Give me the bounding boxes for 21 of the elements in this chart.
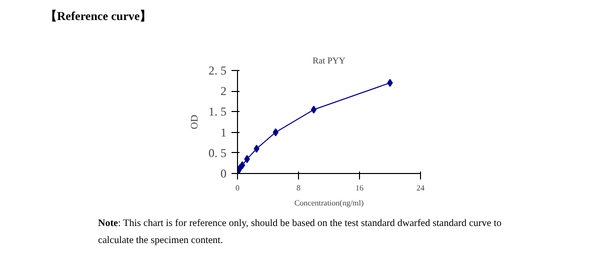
point (239, 161, 246, 170)
y-axis-title: OD (190, 114, 200, 130)
point (387, 78, 393, 87)
y-tick-label: 0. 5 (208, 146, 226, 160)
point (310, 106, 317, 114)
y-tick-label: 2 (220, 84, 226, 98)
point (244, 155, 250, 164)
x-tick-label: 16 (356, 184, 364, 192)
x-tick-label: 0 (236, 184, 240, 192)
point (254, 144, 260, 153)
y-tick-label: 2. 5 (208, 64, 226, 78)
y-tick-label: 1. 5 (208, 104, 226, 119)
y-tick-label: 1 (220, 125, 226, 140)
point (272, 128, 278, 136)
text: 【Reference curve】 (45, 9, 152, 23)
chart-title: Rat PYY (312, 56, 346, 66)
x-tick-label: 8 (296, 184, 300, 192)
y-tick-label: 0 (220, 166, 226, 180)
x-tick-label: 24 (416, 184, 424, 192)
x-axis-title: Concentration(ng/ml) (294, 198, 364, 208)
text: Note: This chart is for reference only, should be based on the test standard dwarfed standard curve to calculate the specimen content. (98, 217, 502, 248)
